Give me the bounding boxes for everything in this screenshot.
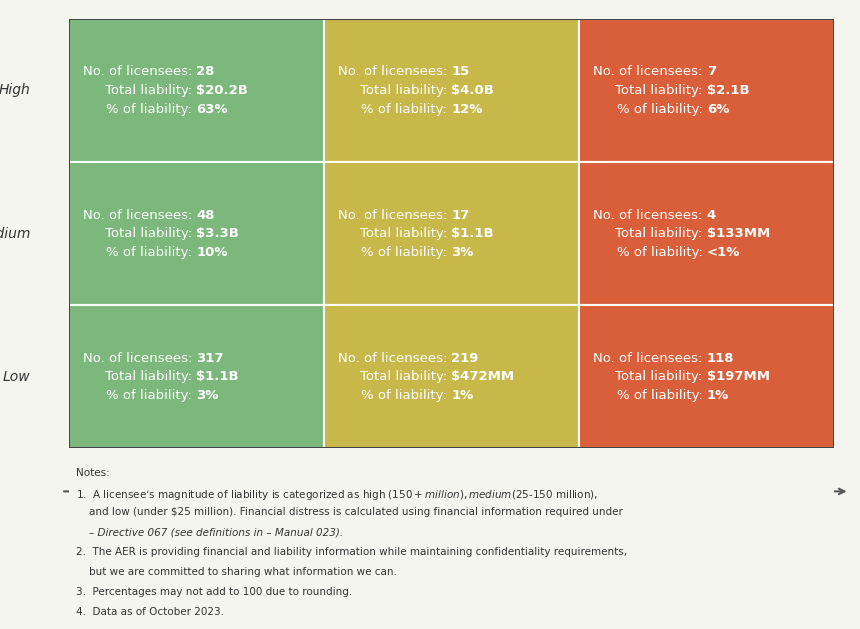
Text: 48: 48 [196,209,215,221]
Text: 10%: 10% [196,246,228,259]
Text: No. of licensees:: No. of licensees: [83,209,196,221]
Text: $4.0B: $4.0B [452,84,494,97]
Text: No. of licensees:: No. of licensees: [83,65,196,79]
Text: No. of licensees:: No. of licensees: [338,352,452,365]
Text: 15: 15 [452,65,470,79]
Text: Total liability:: Total liability: [615,227,707,240]
Text: $20.2B: $20.2B [196,84,249,97]
Text: % of liability:: % of liability: [617,246,707,259]
FancyBboxPatch shape [579,305,834,448]
FancyBboxPatch shape [324,162,579,305]
FancyBboxPatch shape [69,305,324,448]
Text: No. of licensees:: No. of licensees: [338,65,452,79]
FancyBboxPatch shape [324,305,579,448]
Text: 2.  The AER is providing financial and liability information while maintaining c: 2. The AER is providing financial and li… [77,547,628,557]
Text: 28: 28 [196,65,215,79]
Text: Total liability:: Total liability: [105,227,196,240]
Text: <1%: <1% [707,246,740,259]
Text: Level of financial distress: Level of financial distress [354,521,549,537]
Text: Total liability:: Total liability: [105,370,196,383]
Text: Total liability:: Total liability: [615,84,707,97]
Text: but we are committed to sharing what information we can.: but we are committed to sharing what inf… [77,567,397,577]
Text: % of liability:: % of liability: [107,103,196,116]
Text: No. of licensees:: No. of licensees: [83,352,196,365]
Text: and low (under $25 million). Financial distress is calculated using financial in: and low (under $25 million). Financial d… [77,508,624,518]
Text: % of liability:: % of liability: [361,389,452,402]
Text: $2.1B: $2.1B [707,84,749,97]
Text: Low: Low [182,465,210,480]
Text: High: High [691,465,722,480]
Text: 6%: 6% [707,103,729,116]
Text: 4: 4 [707,209,716,221]
Text: 63%: 63% [196,103,228,116]
FancyBboxPatch shape [579,162,834,305]
Text: $3.3B: $3.3B [196,227,239,240]
Text: 12%: 12% [452,103,482,116]
Text: 317: 317 [196,352,224,365]
Text: Low: Low [3,370,30,384]
Text: 1.  A licensee’s magnitude of liability is categorized as high ($150+ million), : 1. A licensee’s magnitude of liability i… [77,487,599,501]
Text: % of liability:: % of liability: [107,246,196,259]
FancyBboxPatch shape [69,19,324,162]
Text: Total liability:: Total liability: [360,370,452,383]
Text: $197MM: $197MM [707,370,770,383]
Text: Total liability:: Total liability: [615,370,707,383]
Text: 3%: 3% [452,246,474,259]
Text: % of liability:: % of liability: [617,389,707,402]
Text: Total liability:: Total liability: [360,227,452,240]
Text: % of liability:: % of liability: [617,103,707,116]
Text: 17: 17 [452,209,470,221]
Text: No. of licensees:: No. of licensees: [593,65,707,79]
Text: Notes:: Notes: [77,467,110,477]
Text: Medium: Medium [0,226,30,241]
Text: 219: 219 [452,352,479,365]
Text: No. of licensees:: No. of licensees: [593,352,707,365]
Text: – Directive 067 (see definitions in – Manual 023).: – Directive 067 (see definitions in – Ma… [77,528,344,537]
Text: 1%: 1% [452,389,474,402]
Text: Medium: Medium [424,465,479,480]
Text: Total liability:: Total liability: [105,84,196,97]
Text: $1.1B: $1.1B [452,227,494,240]
Text: $472MM: $472MM [452,370,514,383]
Text: No. of licensees:: No. of licensees: [338,209,452,221]
Text: 4.  Data as of October 2023.: 4. Data as of October 2023. [77,607,224,617]
Text: % of liability:: % of liability: [361,103,452,116]
Text: % of liability:: % of liability: [107,389,196,402]
Text: No. of licensees:: No. of licensees: [593,209,707,221]
Text: $133MM: $133MM [707,227,770,240]
Text: % of liability:: % of liability: [361,246,452,259]
FancyBboxPatch shape [579,19,834,162]
Text: 118: 118 [707,352,734,365]
Text: High: High [0,84,30,97]
Text: 3.  Percentages may not add to 100 due to rounding.: 3. Percentages may not add to 100 due to… [77,587,353,598]
FancyBboxPatch shape [69,162,324,305]
Text: 1%: 1% [707,389,729,402]
Text: $1.1B: $1.1B [196,370,239,383]
FancyBboxPatch shape [324,19,579,162]
Text: 3%: 3% [196,389,218,402]
Text: 7: 7 [707,65,716,79]
Text: Total liability:: Total liability: [360,84,452,97]
